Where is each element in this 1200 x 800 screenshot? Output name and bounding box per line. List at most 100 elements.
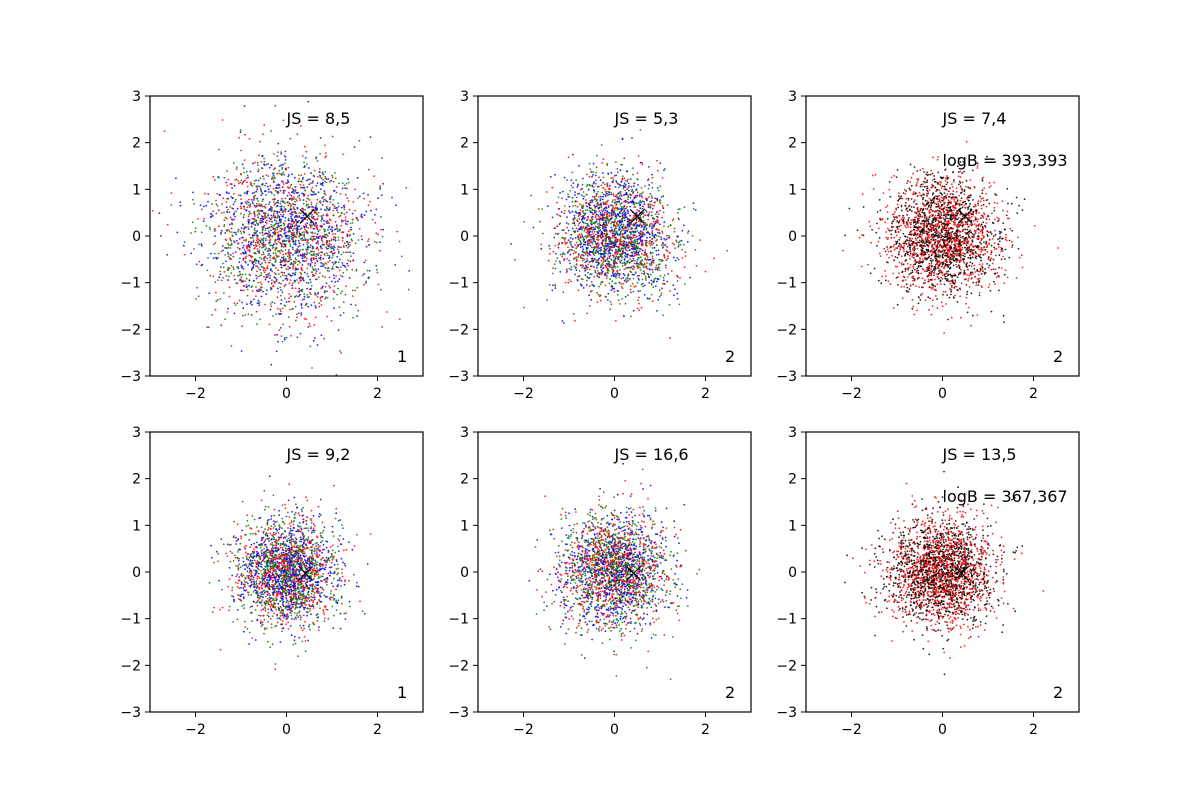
scatter-point xyxy=(326,254,329,257)
scatter-point xyxy=(638,225,641,228)
scatter-point xyxy=(609,238,612,240)
scatter-point xyxy=(270,363,273,366)
scatter-point xyxy=(607,222,610,224)
scatter-point xyxy=(274,249,276,252)
scatter-point xyxy=(343,204,346,207)
scatter-point xyxy=(577,254,580,257)
scatter-point xyxy=(622,243,625,246)
scatter-point xyxy=(214,179,216,181)
scatter-point xyxy=(620,181,623,183)
scatter-point xyxy=(298,177,301,180)
scatter-point xyxy=(314,316,317,319)
scatter-point xyxy=(288,254,291,257)
scatter-point xyxy=(600,144,603,146)
scatter-point xyxy=(242,314,244,317)
scatter-point xyxy=(648,211,651,214)
scatter-point xyxy=(566,216,568,219)
scatter-point xyxy=(619,240,622,243)
scatter-point xyxy=(288,259,291,262)
scatter-point xyxy=(163,130,166,133)
scatter-point xyxy=(291,284,293,287)
scatter-point xyxy=(346,197,349,200)
scatter-point xyxy=(577,289,580,292)
scatter-point xyxy=(627,189,630,192)
scatter-point xyxy=(618,220,621,222)
scatter-point xyxy=(289,308,292,311)
scatter-point xyxy=(629,288,632,291)
scatter-point xyxy=(610,216,613,218)
scatter-point xyxy=(294,274,296,276)
scatter-point xyxy=(253,234,256,237)
scatter-point xyxy=(622,228,625,231)
scatter-point xyxy=(642,266,645,269)
scatter-point xyxy=(554,232,557,235)
scatter-point xyxy=(643,226,645,229)
scatter-point xyxy=(280,256,283,259)
scatter-point xyxy=(354,242,357,245)
scatter-point xyxy=(608,269,610,272)
scatter-point xyxy=(632,265,635,268)
scatter-point xyxy=(212,257,215,259)
scatter-point xyxy=(586,279,588,282)
scatter-point xyxy=(561,229,564,232)
scatter-point xyxy=(641,243,644,246)
scatter-point xyxy=(586,225,588,228)
scatter-point xyxy=(642,264,645,266)
scatter-point xyxy=(244,179,246,182)
scatter-point xyxy=(314,337,316,339)
scatter-point xyxy=(288,251,291,254)
scatter-point xyxy=(226,211,229,214)
scatter-point xyxy=(240,253,243,255)
scatter-point xyxy=(621,264,624,267)
scatter-point xyxy=(379,241,381,244)
scatter-point xyxy=(583,258,586,261)
scatter-point xyxy=(258,243,261,246)
scatter-point xyxy=(361,274,364,277)
scatter-point xyxy=(598,235,600,238)
scatter-point xyxy=(678,218,680,221)
scatter-point xyxy=(285,336,288,339)
scatter-point xyxy=(335,275,337,278)
scatter-point xyxy=(367,168,370,171)
scatter-point xyxy=(610,246,613,249)
scatter-point xyxy=(651,247,654,249)
scatter-point xyxy=(322,196,325,198)
scatter-point xyxy=(290,261,293,264)
scatter-point xyxy=(606,162,609,165)
scatter-point xyxy=(321,247,323,250)
scatter-point xyxy=(218,276,221,279)
scatter-point xyxy=(376,268,378,271)
scatter-point xyxy=(570,233,573,236)
scatter-point xyxy=(263,164,266,166)
scatter-point xyxy=(248,284,250,287)
scatter-point xyxy=(231,234,234,237)
scatter-point xyxy=(648,232,651,235)
scatter-point xyxy=(278,273,280,275)
scatter-point xyxy=(321,295,324,298)
scatter-point xyxy=(640,213,643,216)
scatter-point xyxy=(968,264,971,267)
scatter-point xyxy=(584,253,587,256)
scatter-point xyxy=(570,280,572,283)
scatter-point xyxy=(623,261,626,264)
scatter-point xyxy=(621,208,624,211)
scatter-point xyxy=(614,239,617,242)
scatter-point xyxy=(284,168,287,170)
scatter-point xyxy=(585,284,588,286)
scatter-point xyxy=(657,220,659,222)
scatter-point xyxy=(596,273,599,275)
scatter-point xyxy=(307,275,309,278)
scatter-point xyxy=(606,275,608,278)
scatter-point xyxy=(266,235,269,238)
scatter-point xyxy=(626,188,628,191)
scatter-point xyxy=(269,274,271,277)
scatter-point xyxy=(249,302,252,305)
scatter-point xyxy=(351,289,354,292)
scatter-point xyxy=(562,229,565,232)
scatter-point xyxy=(315,270,318,272)
scatter-point xyxy=(651,255,654,258)
scatter-point xyxy=(281,211,284,214)
scatter-point xyxy=(227,242,229,245)
scatter-point xyxy=(380,215,382,218)
scatter-point xyxy=(613,259,615,262)
